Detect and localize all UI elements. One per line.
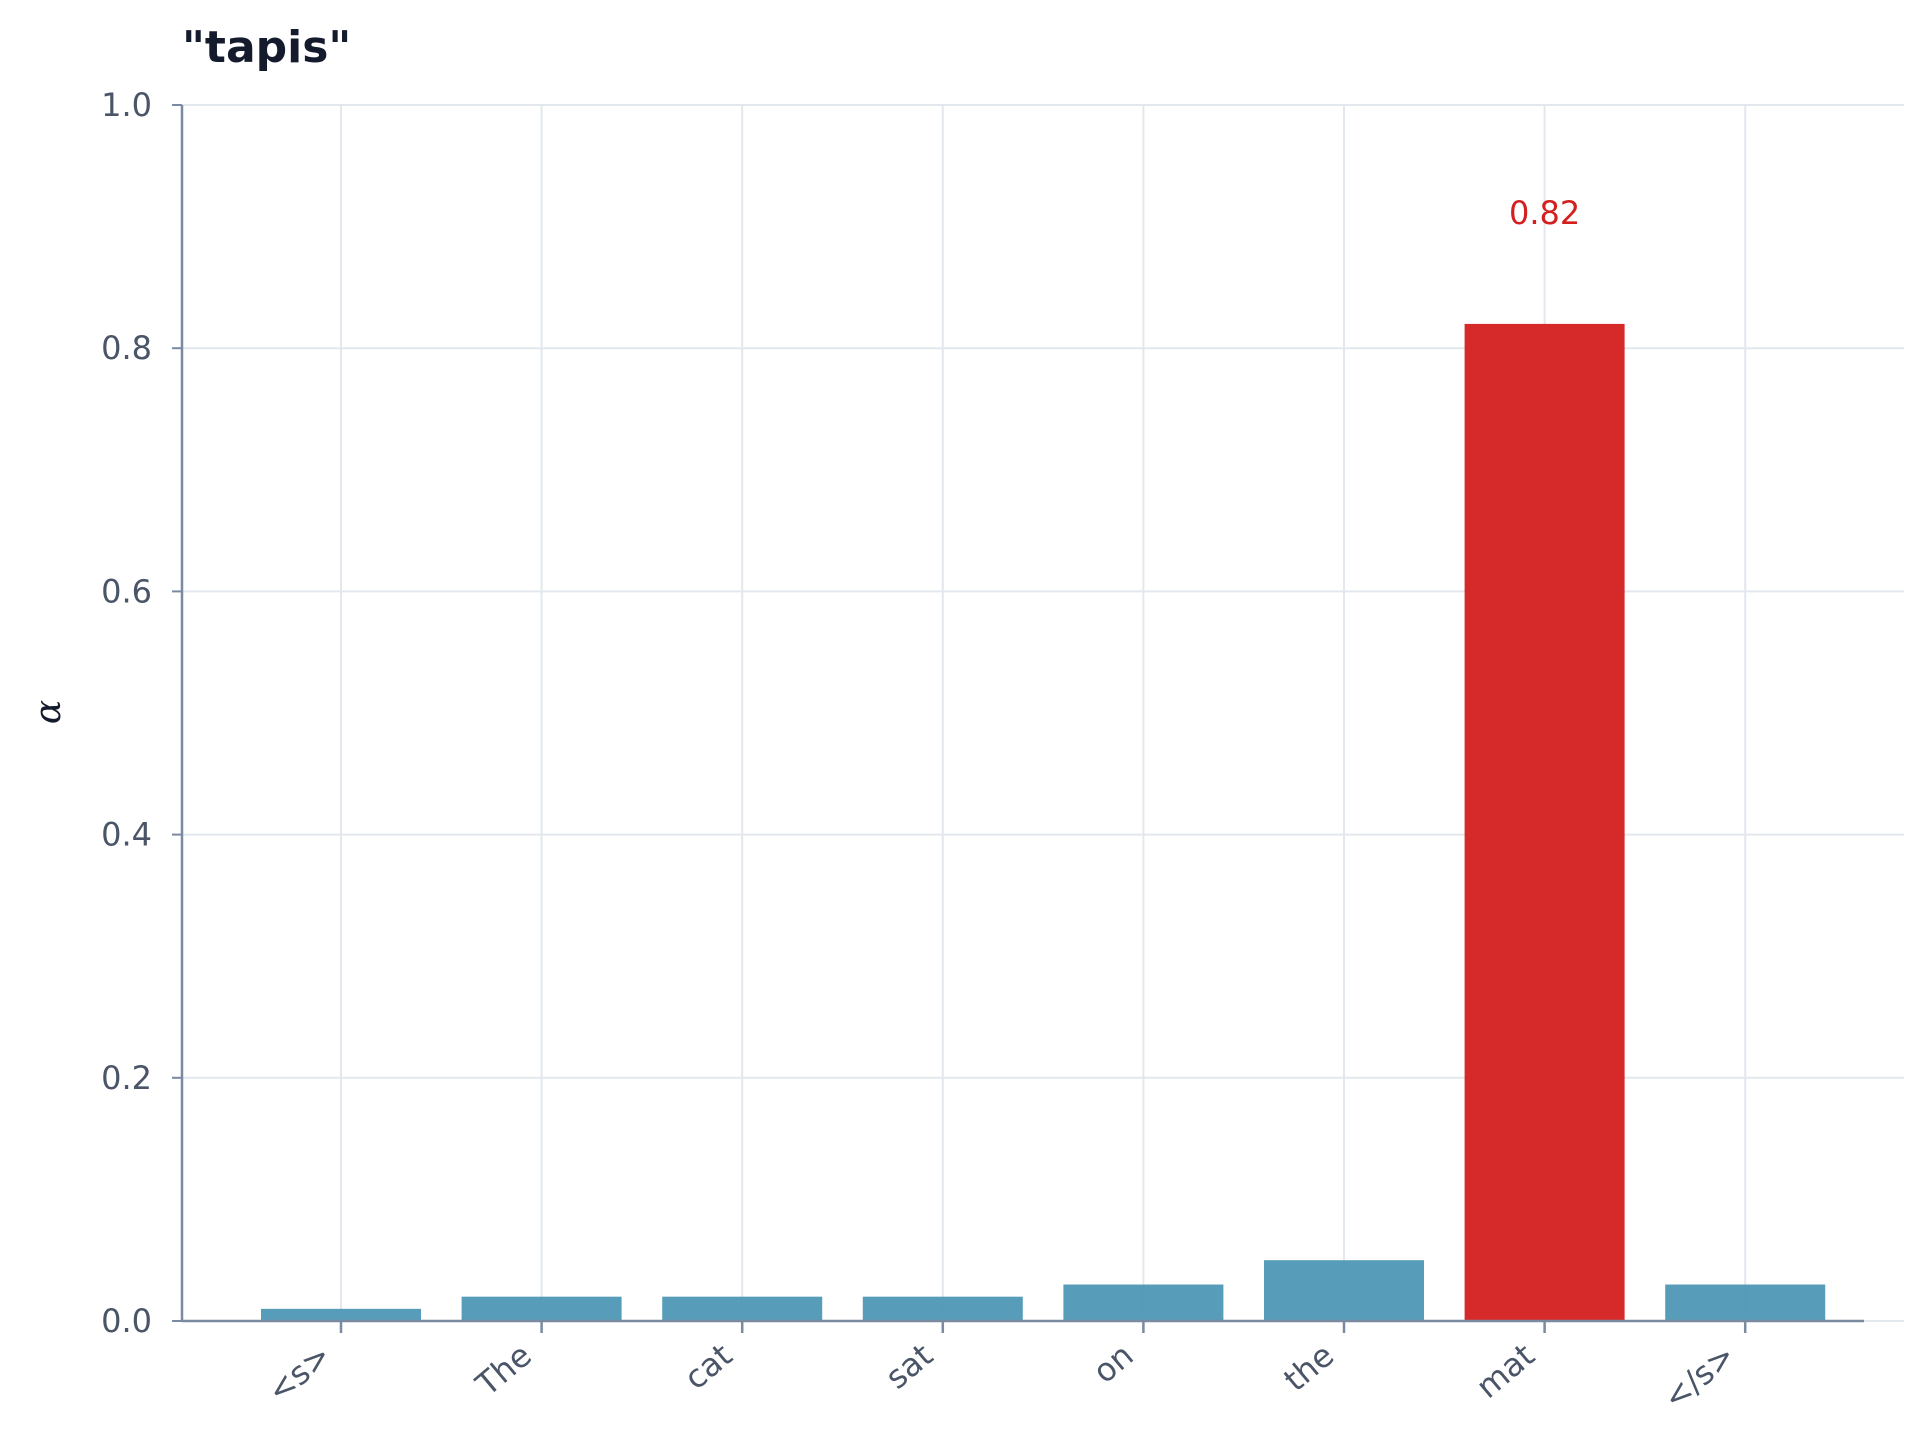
- y-tick-label: 0.6: [101, 572, 152, 610]
- bar-5: [1264, 1260, 1424, 1321]
- y-tick-label: 0.4: [101, 816, 152, 854]
- bar-0: [261, 1308, 421, 1321]
- y-tick-label: 1.0: [101, 86, 152, 124]
- highlight-value-label: 0.82: [1509, 194, 1580, 232]
- bars: [261, 323, 1826, 1321]
- bar-4: [1063, 1284, 1224, 1321]
- x-tick-label: </s>: [1656, 1336, 1743, 1417]
- y-tick-label: 0.2: [101, 1059, 152, 1097]
- x-tick-label: on: [1086, 1336, 1141, 1391]
- y-tick-label: 0.0: [101, 1302, 152, 1340]
- chart-title: "tapis": [182, 22, 351, 73]
- x-tick-label: cat: [677, 1336, 740, 1397]
- x-tick-label: the: [1276, 1336, 1341, 1399]
- bar-6: [1464, 323, 1625, 1321]
- y-tick-label: 0.8: [101, 329, 152, 367]
- bar-3: [862, 1296, 1023, 1321]
- x-tick-label: <s>: [260, 1336, 338, 1410]
- x-tick-label: The: [468, 1336, 539, 1404]
- bar-2: [662, 1296, 823, 1321]
- x-tick-label: sat: [878, 1336, 940, 1396]
- grid: [182, 104, 1904, 1322]
- x-tick-label: mat: [1469, 1336, 1542, 1406]
- axes: [172, 104, 1864, 1333]
- bar-7: [1665, 1284, 1826, 1321]
- bar-1: [461, 1296, 622, 1321]
- y-axis-label: α: [28, 700, 69, 724]
